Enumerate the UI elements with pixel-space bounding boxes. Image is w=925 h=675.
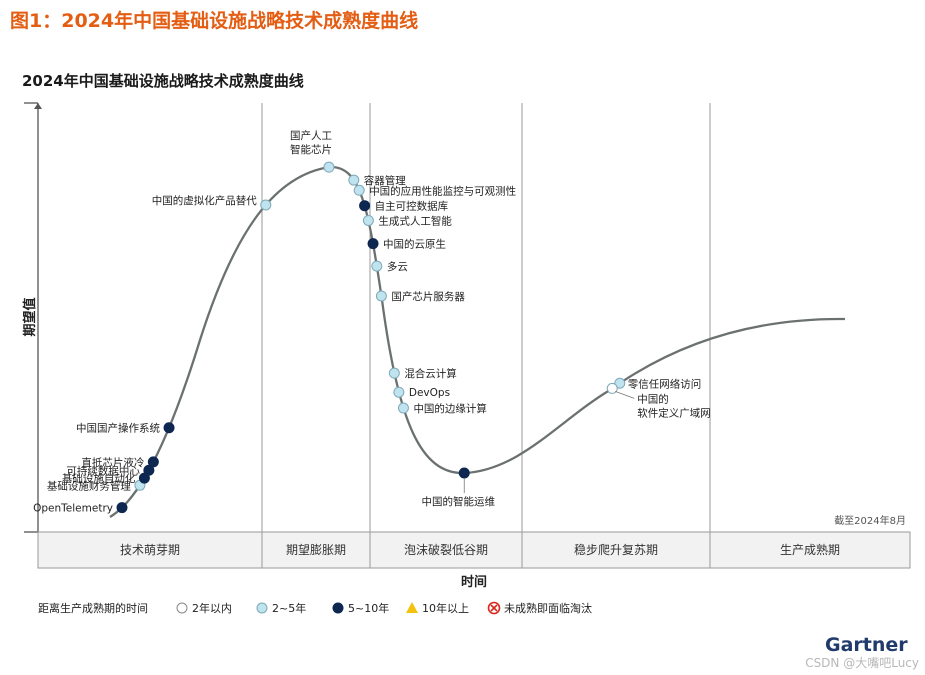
legend: 距离生产成熟期的时间 2年以内 2~5年 5~10年 10年以上 未成熟即面临淘汰 [38,601,592,615]
tech-point [323,161,335,173]
phase-label: 生产成熟期 [780,542,840,557]
tech-label: 中国的 [637,392,669,405]
tech-point [359,200,371,212]
legend-label: 2~5年 [272,601,306,615]
points-layer [116,161,626,514]
labels-layer: OpenTelemetry 基础设施财务管理基础设施自动化可持续数据中心直抵芯片液… [33,129,711,514]
legend-label: 10年以上 [422,601,469,615]
tech-point [348,174,360,186]
watermark: CSDN @大嘴吧Lucy [805,656,919,670]
phase-band [37,531,911,569]
legend-label: 5~10年 [348,601,389,615]
tech-label: 中国国产操作系统 [76,422,160,435]
legend-marker-cross [490,604,498,612]
tech-point [614,377,626,389]
tech-label: 国产人工 [290,129,332,142]
tech-point [362,214,374,226]
tech-label: 基础设施财务管理 [47,479,131,492]
tech-point [397,402,409,414]
tech-point [147,456,159,468]
tech-point [260,199,272,211]
tech-label: 可持续数据中心 [66,464,140,477]
legend-marker [332,602,344,614]
legend-marker [176,602,188,614]
legend-label: 2年以内 [192,601,232,615]
hype-curve [109,165,846,518]
x-axis-label: 时间 [461,574,487,590]
tech-label: 基础设施自动化 [62,472,136,485]
tech-label: 零信任网络访问 [628,377,702,390]
brand-logo: Gartner [825,634,908,656]
phase-label: 技术萌芽期 [120,543,180,557]
tech-point [116,502,128,514]
tech-point [163,422,175,434]
tech-label: 智能芯片 [290,143,332,156]
figure-title: 图1：2024年中国基础设施战略技术成熟度曲线 [10,10,419,32]
tech-point [367,238,379,250]
tech-label: 中国的虚拟化产品替代 [152,194,257,207]
tech-label: 容器管理 [364,174,406,187]
legend-marker [256,602,268,614]
tech-label: 中国的云原生 [383,238,446,251]
y-axis-arrow [34,103,42,109]
tech-point [393,386,405,398]
tech-label: 直抵芯片液冷 [81,456,144,469]
tech-label: 多云 [387,260,408,273]
tech-label: 生成式人工智能 [378,214,452,227]
tech-point [388,367,400,379]
tech-point [375,290,387,302]
tech-point [353,184,365,196]
tech-label: 国产芯片服务器 [391,290,465,303]
tech-label: 软件定义广域网 [637,406,711,419]
tech-label: 中国的智能运维 [421,495,495,508]
curve-layer [109,165,846,518]
leader-line [615,391,635,399]
tech-point [371,260,383,272]
phase-label: 期望膨胀期 [286,543,346,557]
tech-point [143,464,155,476]
tech-label: DevOps [409,387,450,399]
phase-label: 泡沫破裂低谷期 [404,542,488,557]
y-axis-label: 期望值 [22,297,38,336]
legend-marker [406,602,418,613]
tech-label: 混合云计算 [404,367,457,380]
legend-label: 未成熟即面临淘汰 [504,601,592,615]
phase-label: 稳步爬升复苏期 [574,542,658,557]
tech-label: 自主可控数据库 [375,200,449,213]
tech-label: 中国的应用性能监控与可观测性 [369,184,516,197]
as-of-note: 截至2024年8月 [834,514,906,527]
tech-point [458,467,470,479]
tech-label: 中国的边缘计算 [413,402,487,415]
legend-title: 距离生产成熟期的时间 [38,601,148,615]
tech-label: OpenTelemetry [33,503,113,515]
tech-point [606,382,618,394]
chart-title: 2024年中国基础设施战略技术成熟度曲线 [22,72,304,90]
